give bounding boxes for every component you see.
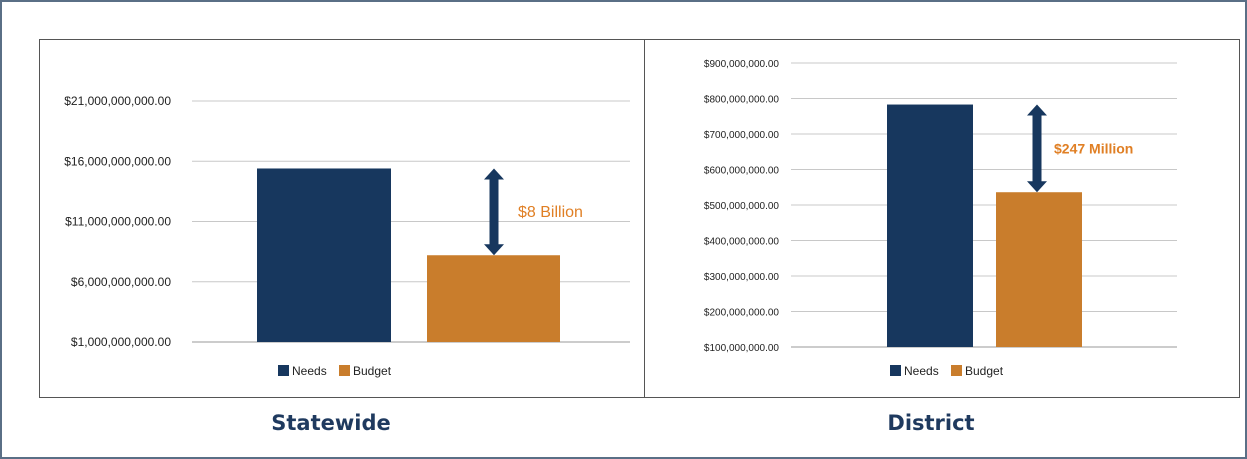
difference-arrow <box>1027 104 1047 193</box>
y-tick-label: $700,000,000.00 <box>704 130 780 141</box>
statewide-caption: Statewide <box>271 411 391 435</box>
legend-label-needs: Needs <box>904 364 939 378</box>
y-tick-label: $400,000,000.00 <box>704 237 780 248</box>
y-tick-label: $800,000,000.00 <box>704 95 780 106</box>
difference-annotation: $247 Million <box>1054 140 1133 156</box>
legend-label-needs: Needs <box>292 364 327 378</box>
y-tick-label: $200,000,000.00 <box>704 308 780 319</box>
y-tick-label: $1,000,000,000.00 <box>71 335 171 349</box>
y-tick-label: $500,000,000.00 <box>704 201 780 212</box>
legend-label-budget: Budget <box>965 364 1004 378</box>
bar-budget <box>427 255 560 342</box>
bar-needs <box>887 104 973 347</box>
y-tick-label: $21,000,000,000.00 <box>64 94 171 108</box>
chart-panels: $1,000,000,000.00 $6,000,000,000.00 $11,00… <box>39 39 1240 398</box>
legend-swatch-needs <box>278 365 289 376</box>
legend-label-budget: Budget <box>353 364 392 378</box>
legend-swatch-needs <box>890 365 901 376</box>
district-caption: District <box>887 411 975 435</box>
bar-budget <box>996 192 1082 347</box>
bar-needs <box>257 168 391 342</box>
y-tick-label: $300,000,000.00 <box>704 272 780 283</box>
district-panel: $100,000,000.00 $200,000,000.00 $300,000,0… <box>645 40 1239 397</box>
y-tick-label: $16,000,000,000.00 <box>64 154 171 168</box>
statewide-panel: $1,000,000,000.00 $6,000,000,000.00 $11,00… <box>40 40 645 397</box>
y-tick-label: $6,000,000,000.00 <box>71 275 171 289</box>
district-chart: $100,000,000.00 $200,000,000.00 $300,000,0… <box>704 59 1177 378</box>
y-tick-label: $11,000,000,000.00 <box>65 215 171 229</box>
y-tick-label: $900,000,000.00 <box>704 59 780 70</box>
y-tick-label: $600,000,000.00 <box>704 166 780 177</box>
difference-annotation: $8 Billion <box>518 204 583 221</box>
statewide-chart: $1,000,000,000.00 $6,000,000,000.00 $11,00… <box>64 94 630 378</box>
difference-arrow <box>484 168 504 256</box>
legend-swatch-budget <box>339 365 350 376</box>
legend-swatch-budget <box>951 365 962 376</box>
y-tick-label: $100,000,000.00 <box>704 343 780 354</box>
